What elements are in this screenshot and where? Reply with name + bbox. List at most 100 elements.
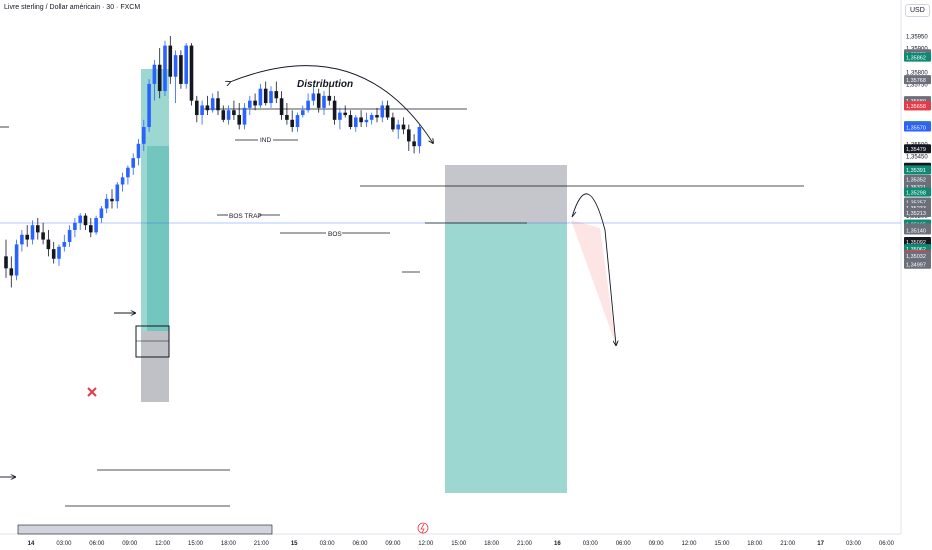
candle-body <box>338 112 342 120</box>
candle-body <box>110 198 114 202</box>
candle <box>311 86 316 106</box>
candle <box>226 105 231 125</box>
price-axis[interactable]: 1,359501,359001,358001,357501,355001,354… <box>904 35 931 269</box>
candle-body <box>316 93 321 108</box>
candle-body <box>51 249 56 259</box>
candle <box>343 105 347 118</box>
candle <box>83 213 88 230</box>
cross-icon <box>87 387 97 397</box>
candle <box>263 81 268 106</box>
price-tag: 1,35213 <box>904 208 931 218</box>
candle-body <box>417 127 422 147</box>
candle-body <box>14 244 19 276</box>
candle-body <box>216 98 220 111</box>
price-tag-bg <box>904 165 931 175</box>
x-tick-label: 21:00 <box>517 541 533 547</box>
candle-body <box>391 117 395 130</box>
candle-body <box>104 198 109 209</box>
candle-body <box>83 215 88 226</box>
candle <box>274 81 279 104</box>
candle-body <box>36 225 40 233</box>
candle <box>295 112 300 132</box>
candle <box>36 218 40 240</box>
candle-body <box>78 215 82 223</box>
candle-body <box>184 45 188 84</box>
candle-body <box>41 232 45 240</box>
candle-body <box>147 83 151 128</box>
candle <box>131 153 135 175</box>
candle <box>412 134 416 154</box>
candle-body <box>9 268 14 276</box>
currency-button[interactable]: USD <box>905 4 930 17</box>
x-tick-label: 03:00 <box>846 541 862 547</box>
y-tick-label: 1,35200 <box>906 214 928 220</box>
candle-body <box>94 218 98 233</box>
candle <box>380 100 385 123</box>
candle-body <box>332 100 337 120</box>
y-tick-label: 1,35950 <box>906 35 928 41</box>
price-tag: 1,35298 <box>904 187 931 197</box>
candle <box>110 189 114 209</box>
price-tag-bg <box>904 259 931 269</box>
time-axis[interactable]: 14 03:00 06:00 09:00 12:00 15:00 18:00 21:00 15 0… <box>28 541 895 547</box>
gray-zone-left <box>141 331 169 402</box>
x-tick-label: 06:00 <box>352 541 368 547</box>
x-tick-label: 06:00 <box>616 541 632 547</box>
candle <box>20 229 24 252</box>
candle-body <box>364 119 369 123</box>
candle <box>338 107 342 130</box>
x-tick-label: 14 <box>28 541 35 547</box>
price-tag: 1,35352 <box>904 174 931 184</box>
candle <box>147 79 151 132</box>
candle-body <box>248 100 252 108</box>
price-tag-bg <box>904 236 931 246</box>
candle <box>316 88 321 113</box>
x-tick-label: 17 <box>817 541 824 547</box>
x-tick-label: 06:00 <box>879 541 895 547</box>
candle-body <box>152 64 157 84</box>
price-tag-bg <box>904 251 931 261</box>
ind-label: IND <box>260 137 272 144</box>
price-tag-label: 1,35062 <box>906 247 926 253</box>
x-tick-label: 03:00 <box>320 541 336 547</box>
candle-body <box>163 45 167 92</box>
candle-body <box>237 115 241 125</box>
x-tick-label: 12:00 <box>681 541 697 547</box>
candle-body <box>195 100 199 116</box>
flash-icon[interactable] <box>417 522 429 534</box>
candle <box>173 50 178 104</box>
candle-body <box>348 115 353 128</box>
candle-body <box>173 55 178 77</box>
demand-zone-inner <box>147 146 169 331</box>
candle <box>195 95 199 123</box>
price-tag-label: 1,35768 <box>906 78 926 84</box>
candle <box>152 59 157 101</box>
x-tick-label: 15 <box>291 541 298 547</box>
price-tag-bg <box>904 174 931 184</box>
price-tag: 1,35391 <box>904 165 931 175</box>
order-block-box <box>135 325 170 358</box>
x-tick-label: 18:00 <box>747 541 763 547</box>
candle <box>322 91 326 116</box>
y-tick-label: 1,35450 <box>906 154 928 160</box>
price-tag-label: 1,35092 <box>906 240 926 246</box>
candle <box>332 95 337 125</box>
candle-body <box>210 98 215 111</box>
candle-body <box>168 45 173 77</box>
candle <box>9 256 14 288</box>
candle <box>348 110 353 130</box>
candle-body <box>120 177 125 185</box>
candle <box>115 182 120 209</box>
price-tag-bg <box>904 75 931 85</box>
candle-body <box>401 124 406 130</box>
candle <box>407 124 411 151</box>
candle-body <box>232 110 236 116</box>
candle-body <box>285 115 289 120</box>
candle <box>216 91 220 116</box>
candle <box>205 95 210 116</box>
candle <box>142 119 146 151</box>
candle <box>46 229 51 257</box>
candle <box>99 206 104 223</box>
candle <box>301 105 305 118</box>
